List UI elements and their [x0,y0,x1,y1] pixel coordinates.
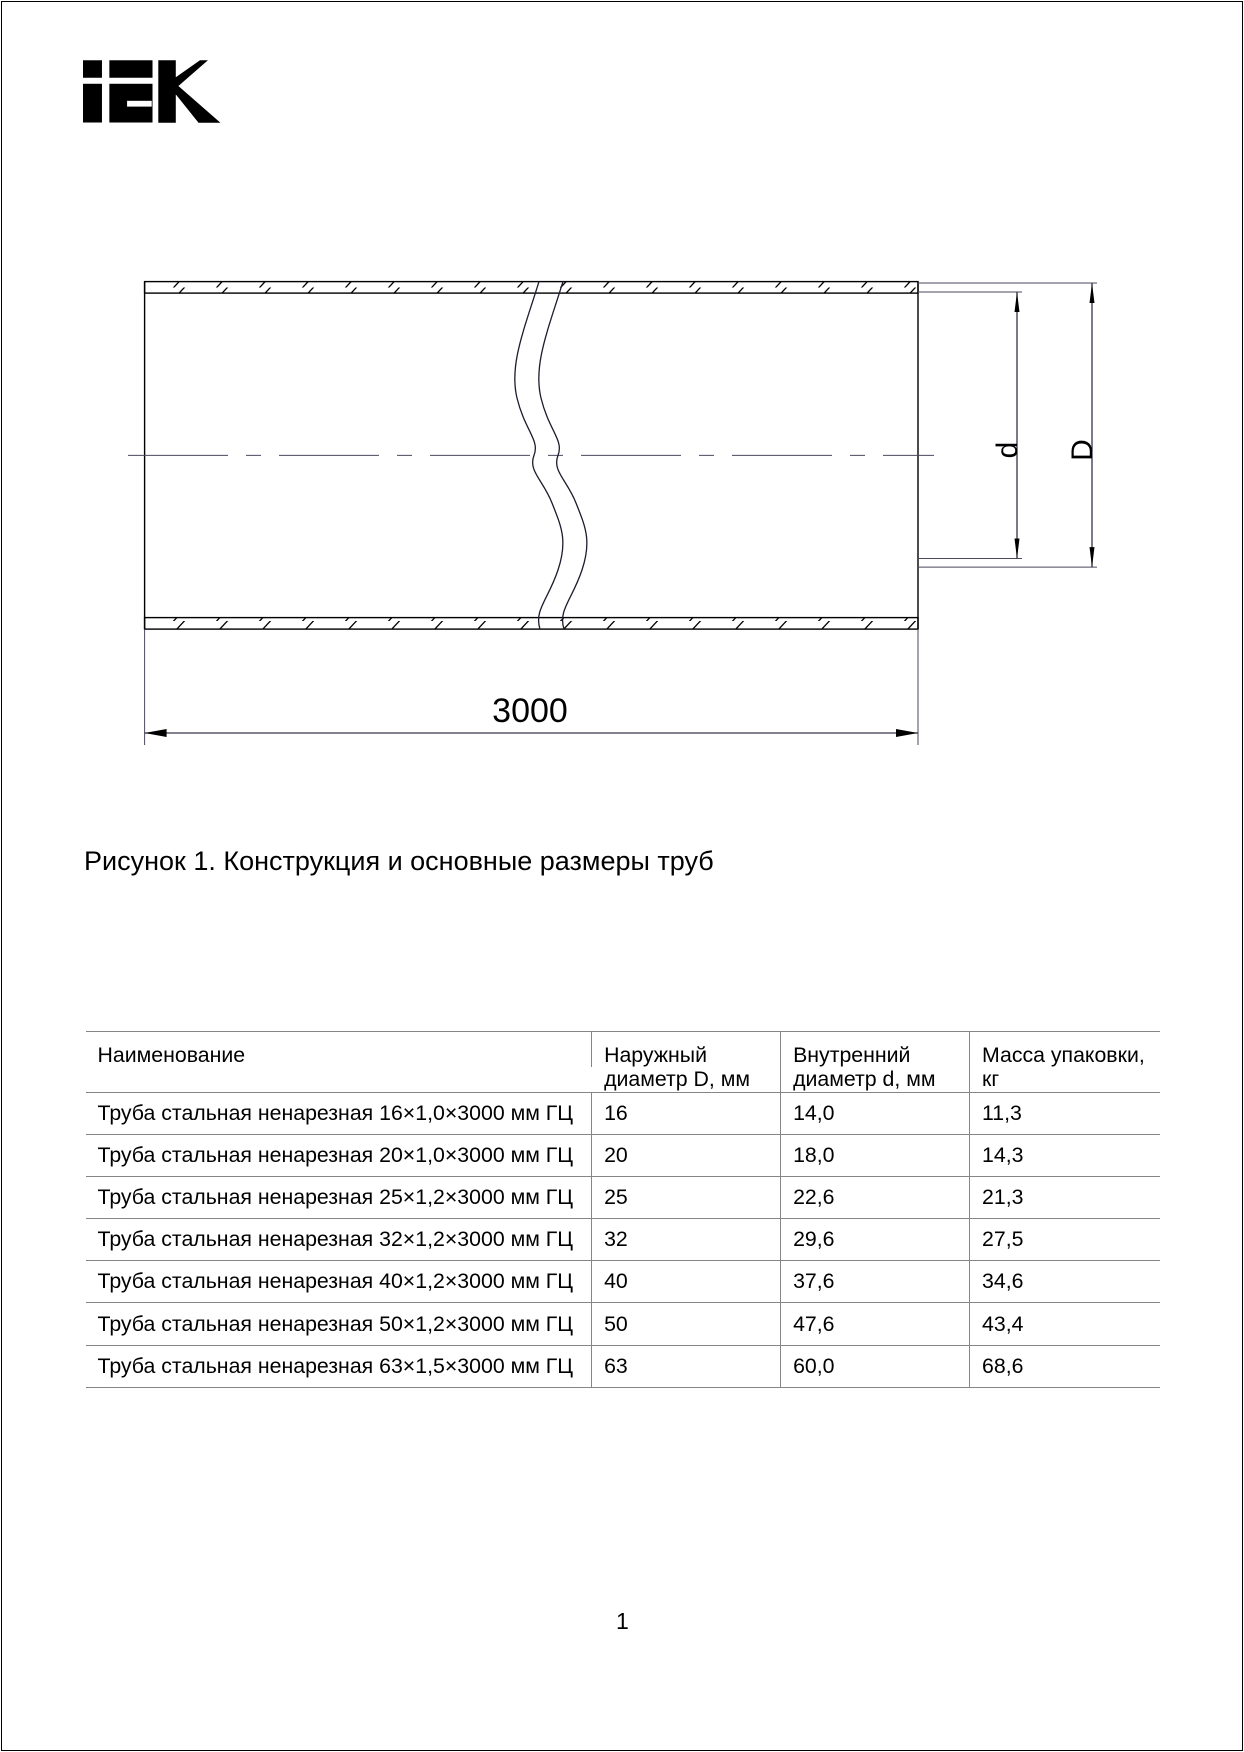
svg-text:3000: 3000 [492,692,568,730]
svg-text:D: D [1066,439,1099,461]
svg-text:d: d [991,442,1024,459]
